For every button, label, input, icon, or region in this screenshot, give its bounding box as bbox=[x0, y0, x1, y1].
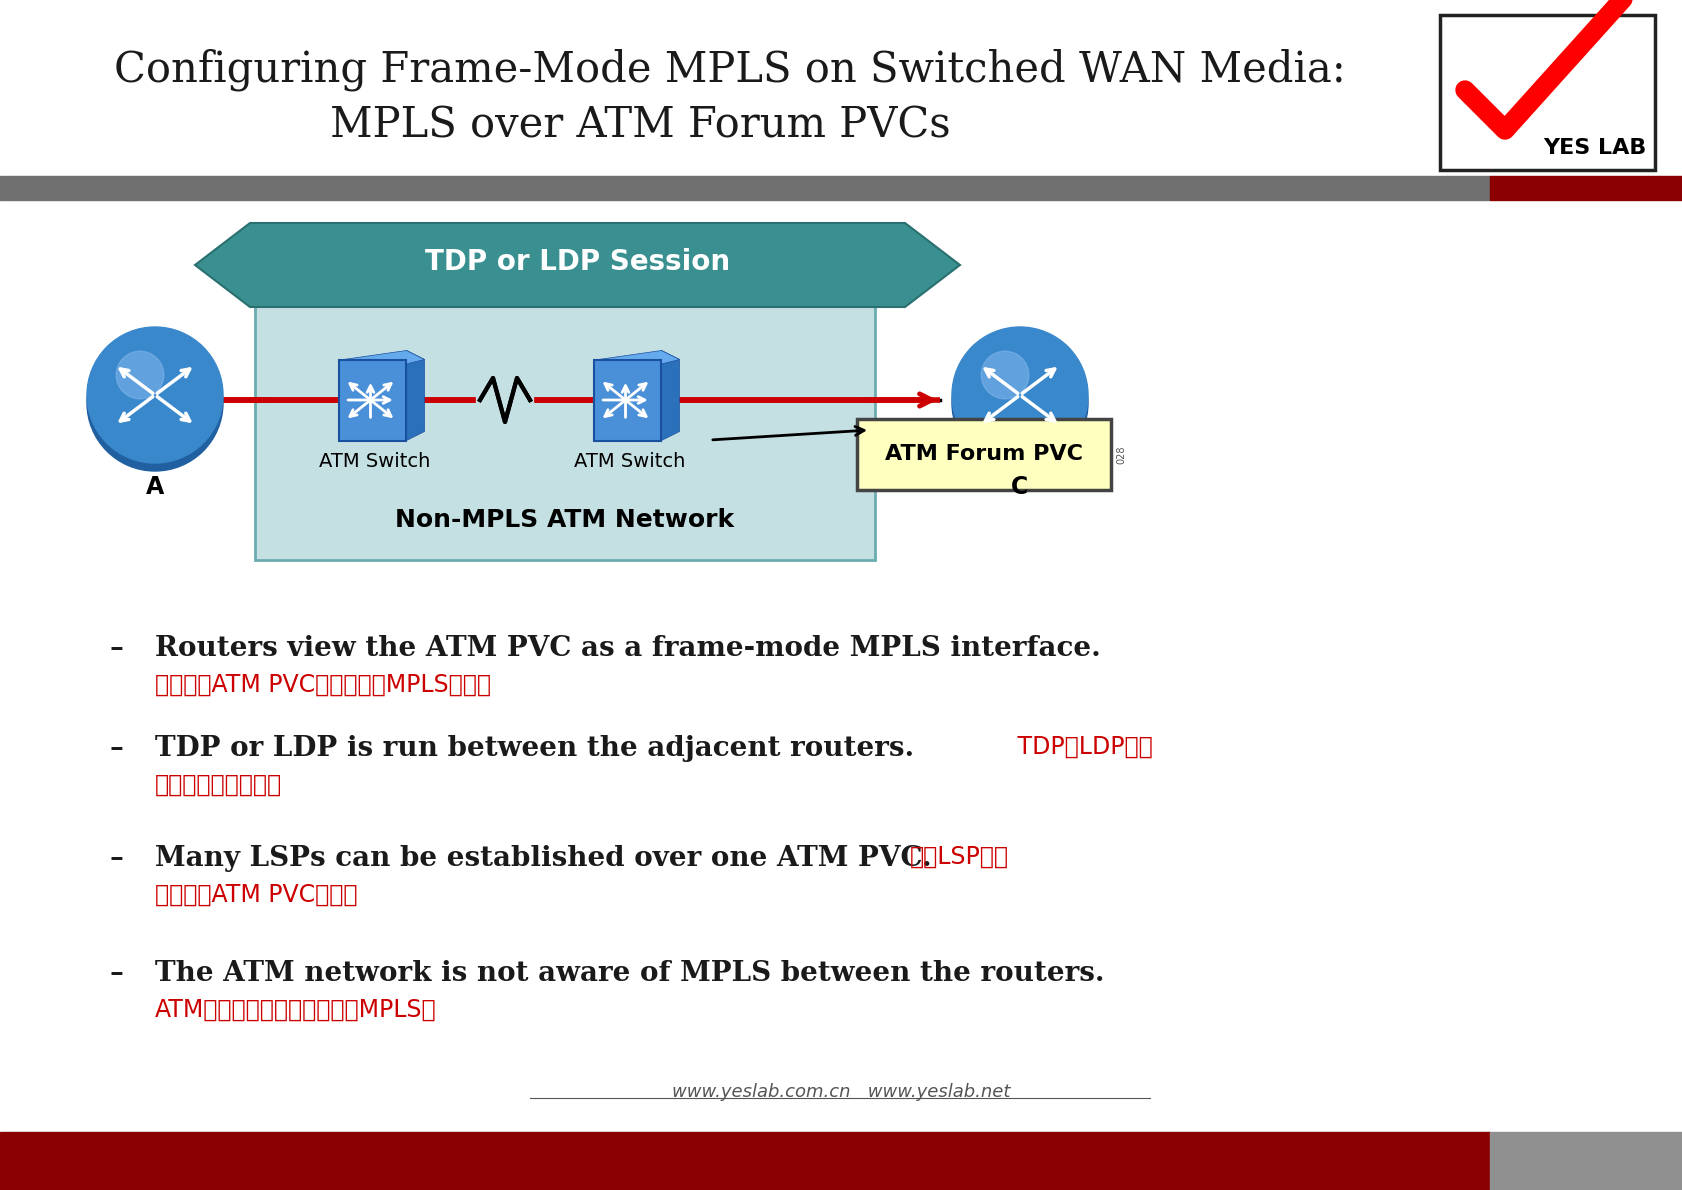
Circle shape bbox=[952, 336, 1087, 471]
Text: Non-MPLS ATM Network: Non-MPLS ATM Network bbox=[395, 508, 733, 532]
Polygon shape bbox=[661, 351, 680, 440]
Text: TDP或LDP在相: TDP或LDP在相 bbox=[1009, 735, 1152, 759]
Text: –: – bbox=[109, 960, 124, 987]
Text: ATM Switch: ATM Switch bbox=[320, 452, 431, 471]
Circle shape bbox=[981, 351, 1028, 399]
Text: ATM Forum PVC: ATM Forum PVC bbox=[885, 445, 1082, 464]
Bar bbox=[1489, 176, 1682, 200]
Polygon shape bbox=[407, 351, 424, 440]
Bar bbox=[1489, 1132, 1682, 1190]
Circle shape bbox=[116, 351, 163, 399]
Text: 028: 028 bbox=[1115, 445, 1125, 464]
Text: ATM Switch: ATM Switch bbox=[574, 452, 685, 471]
FancyBboxPatch shape bbox=[594, 359, 661, 440]
FancyBboxPatch shape bbox=[338, 359, 407, 440]
Text: C: C bbox=[1011, 475, 1028, 499]
Text: Routers view the ATM PVC as a frame-mode MPLS interface.: Routers view the ATM PVC as a frame-mode… bbox=[155, 635, 1100, 662]
Text: Configuring Frame-Mode MPLS on Switched WAN Media:: Configuring Frame-Mode MPLS on Switched … bbox=[114, 49, 1346, 92]
Polygon shape bbox=[343, 351, 424, 369]
Text: MPLS over ATM Forum PVCs: MPLS over ATM Forum PVCs bbox=[330, 104, 950, 146]
FancyBboxPatch shape bbox=[1440, 15, 1653, 170]
Text: TDP or LDP Session: TDP or LDP Session bbox=[424, 248, 730, 276]
Text: 路由器将ATM PVC视为帧模式MPLS接口。: 路由器将ATM PVC视为帧模式MPLS接口。 bbox=[155, 674, 491, 697]
Text: 邻路由器之间运行。: 邻路由器之间运行。 bbox=[155, 774, 283, 797]
Circle shape bbox=[87, 336, 224, 471]
Text: YES LAB: YES LAB bbox=[1542, 138, 1647, 158]
FancyBboxPatch shape bbox=[856, 419, 1110, 490]
Text: A: A bbox=[146, 475, 165, 499]
Circle shape bbox=[952, 327, 1087, 463]
Polygon shape bbox=[599, 351, 680, 369]
Text: 通过一个ATM PVC建立。: 通过一个ATM PVC建立。 bbox=[155, 883, 357, 907]
Bar bbox=[0, 176, 1489, 200]
Text: –: – bbox=[109, 735, 124, 762]
Text: –: – bbox=[109, 845, 124, 872]
Text: –: – bbox=[109, 635, 124, 662]
Text: www.yeslab.com.cn   www.yeslab.net: www.yeslab.com.cn www.yeslab.net bbox=[671, 1083, 1009, 1101]
Bar bbox=[0, 1132, 1489, 1190]
Text: ATM网络不了解路由器之间的MPLS。: ATM网络不了解路由器之间的MPLS。 bbox=[155, 998, 436, 1022]
Text: TDP or LDP is run between the adjacent routers.: TDP or LDP is run between the adjacent r… bbox=[155, 735, 913, 762]
Text: The ATM network is not aware of MPLS between the routers.: The ATM network is not aware of MPLS bet… bbox=[155, 960, 1103, 987]
Text: 许多LSP可以: 许多LSP可以 bbox=[910, 845, 1009, 869]
FancyBboxPatch shape bbox=[256, 250, 875, 560]
Polygon shape bbox=[195, 223, 959, 307]
Text: Many LSPs can be established over one ATM PVC.: Many LSPs can be established over one AT… bbox=[155, 845, 932, 872]
Circle shape bbox=[87, 327, 224, 463]
